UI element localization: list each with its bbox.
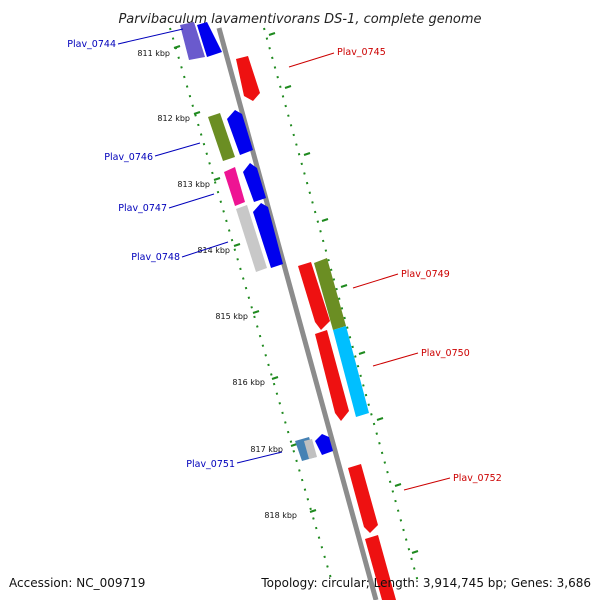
gene-plav-0750-b (333, 326, 369, 417)
gene-plav-0749-b (314, 258, 346, 330)
gene-plav-0744-a (180, 22, 205, 60)
map-title: Parvibaculum lavamentivorans DS-1, compl… (118, 12, 481, 27)
tick-marks-reverse (268, 32, 419, 554)
gene-plav-0744-b (197, 22, 222, 57)
gene-plav-0747-b (243, 163, 266, 202)
gene-label: Plav_0745 (337, 47, 386, 58)
gene-plav-0745 (236, 56, 260, 101)
gene-plav-0746-a (208, 113, 235, 161)
tick-label: 818 kbp (264, 511, 297, 520)
tick-label: 813 kbp (177, 180, 210, 189)
gene-plav-0746-b (227, 110, 253, 155)
gene-label: Plav_0744 (67, 39, 116, 50)
gene-label: Plav_0752 (453, 473, 502, 484)
leader-lines (117, 28, 451, 491)
genome-stats-text: Topology: circular; Length: 3,914,745 bp… (260, 576, 591, 590)
gene-plav-0749-a (298, 262, 330, 330)
gene-plav-0747-a (224, 167, 245, 206)
gene-plav-0751-c (315, 434, 333, 455)
tick-labels: 811 kbp 812 kbp 813 kbp 814 kbp 815 kbp … (137, 49, 297, 520)
accession-text: Accession: NC_009719 (9, 576, 145, 590)
gene-label: Plav_0747 (118, 203, 167, 214)
gene-label: Plav_0749 (401, 269, 450, 280)
forward-track-dots (169, 27, 333, 583)
gene-label: Plav_0751 (186, 459, 235, 470)
gene-plav-0748-b (253, 203, 283, 268)
tick-label: 814 kbp (197, 246, 230, 255)
gene-label: Plav_0746 (104, 152, 153, 163)
gene-label: Plav_0750 (421, 348, 470, 359)
gene-blocks (180, 22, 396, 600)
tick-marks (173, 45, 317, 513)
gene-label: Plav_0748 (131, 252, 180, 263)
reverse-track-dots (263, 27, 419, 583)
tick-label: 817 kbp (250, 445, 283, 454)
tick-label: 811 kbp (137, 49, 170, 58)
gene-plav-0752-b (365, 535, 396, 600)
genome-backbone (216, 27, 379, 600)
gene-labels: Plav_0744 Plav_0745 Plav_0746 Plav_0747 … (67, 39, 502, 484)
tick-label: 812 kbp (157, 114, 190, 123)
tick-label: 815 kbp (215, 312, 248, 321)
gene-plav-0752-a (348, 464, 378, 533)
gene-plav-0748-a (236, 205, 267, 272)
tick-label: 816 kbp (232, 378, 265, 387)
gene-plav-0751-b (304, 439, 317, 459)
gene-plav-0750-a (315, 330, 349, 421)
